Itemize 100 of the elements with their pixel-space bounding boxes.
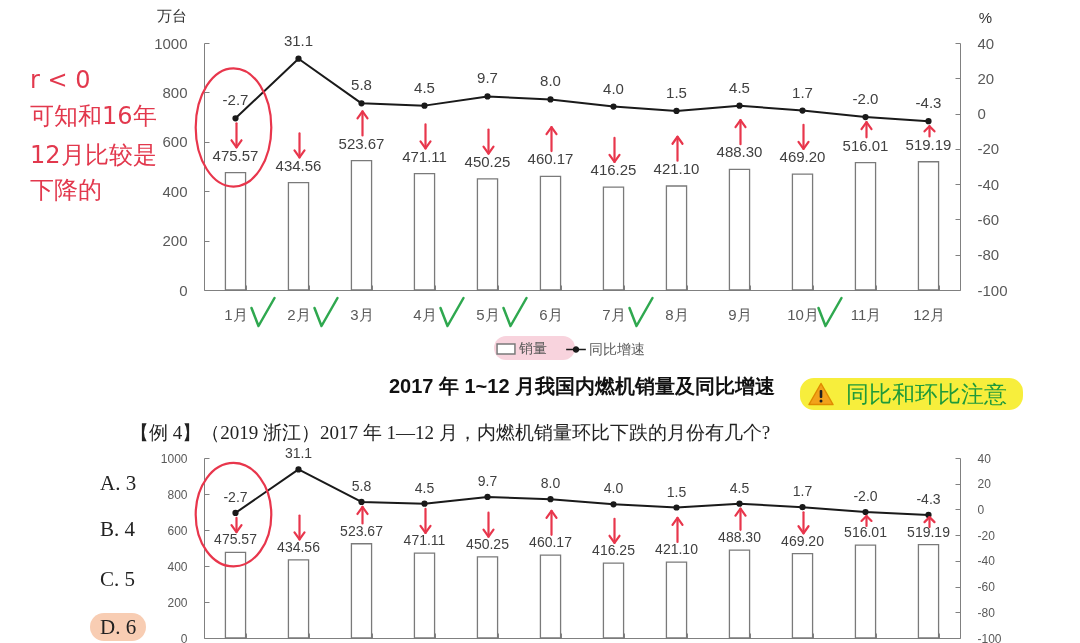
point	[358, 100, 365, 107]
y2-tick-label: -80	[977, 605, 996, 620]
data-label: 5.8	[351, 477, 372, 494]
data-label: 1.5	[666, 83, 687, 101]
point	[862, 508, 869, 516]
point	[232, 115, 239, 122]
data-label: 4.5	[414, 78, 435, 96]
data-label: -4.3	[916, 490, 941, 507]
y2-tick-label: -80	[977, 246, 1000, 264]
y2-tick-label: 0	[977, 502, 985, 517]
point	[925, 118, 932, 125]
text: 【例 4】（2019 浙江）2017 年 1—12 月，内燃机销量环比下跌的月份有几个?	[130, 421, 771, 445]
data-label: 1.7	[792, 483, 813, 500]
y-tick-label: 400	[167, 559, 188, 574]
data-label: 523.67	[338, 134, 385, 152]
data-label: 475.57	[214, 531, 258, 548]
y-tick-label: 200	[162, 232, 188, 250]
data-label: 523.67	[340, 522, 384, 539]
data-label: -2.0	[852, 90, 879, 108]
x-tick-label: 3月	[350, 305, 374, 323]
data-label: 475.57	[212, 146, 259, 164]
data-label: -2.0	[853, 488, 878, 504]
y-tick-label: 600	[167, 523, 188, 538]
data-label: 450.25	[464, 152, 511, 170]
y-tick-label: 600	[162, 133, 188, 151]
data-label: 1.5	[666, 483, 687, 500]
data-label: 488.30	[718, 529, 762, 546]
legend-label: 同比增速	[589, 340, 645, 357]
x-tick-label: 2月	[287, 305, 311, 323]
point	[673, 107, 680, 115]
data-label: 4.5	[729, 479, 750, 496]
data-label: 471.11	[402, 147, 447, 165]
text: C. 5	[100, 566, 136, 593]
data-label: 4.0	[603, 79, 624, 97]
x-tick-label: 10月	[787, 305, 819, 323]
y-tick-label: 200	[167, 595, 188, 610]
data-label: 1.7	[792, 83, 813, 101]
x-tick-label: 6月	[539, 305, 563, 323]
y-tick-label: 800	[167, 487, 188, 502]
text: 2017 年 1~12 月我国内燃机销量及同比增速	[388, 375, 776, 397]
point	[736, 102, 743, 109]
data-label: 5.8	[351, 76, 372, 94]
data-label: 416.25	[590, 161, 637, 179]
text: 12月比较是	[30, 141, 157, 169]
point	[421, 500, 428, 507]
data-label: 416.25	[592, 542, 636, 559]
y-tick-label: 1000	[154, 34, 188, 52]
point	[232, 509, 239, 517]
y-tick-label: 400	[162, 182, 188, 200]
data-label: -2.7	[223, 488, 248, 505]
data-label: 4.5	[729, 78, 750, 96]
legend-label: 销量	[518, 340, 547, 357]
data-label: 31.1	[284, 445, 313, 462]
point	[295, 55, 302, 62]
y2-tick-label: 40	[977, 451, 992, 466]
data-label: 471.11	[403, 532, 446, 549]
y2-tick-label: -40	[977, 175, 1000, 193]
point	[484, 493, 491, 501]
data-label: 9.7	[477, 69, 498, 87]
y-tick-label: 0	[180, 631, 188, 643]
data-label: 460.17	[527, 150, 574, 168]
data-label: 8.0	[540, 72, 561, 90]
data-label: 31.1	[283, 31, 314, 49]
text: 同比和环比注意	[846, 379, 1007, 409]
point	[736, 500, 743, 507]
y2-tick-label: -20	[977, 528, 996, 543]
y-tick-label: 0	[179, 281, 188, 299]
text: B. 4	[100, 516, 136, 543]
text: r < 0	[30, 66, 91, 94]
data-label: -4.3	[915, 94, 942, 112]
y2-tick-label: -40	[977, 554, 996, 569]
data-label: 469.20	[781, 532, 825, 549]
point	[547, 496, 554, 503]
data-label: 4.5	[414, 479, 435, 496]
x-tick-label: 4月	[413, 305, 437, 323]
point	[484, 93, 491, 100]
data-label: 460.17	[529, 534, 573, 551]
data-label: 434.56	[277, 538, 321, 555]
data-label: 516.01	[842, 136, 889, 154]
y2-tick-label: -60	[977, 210, 1000, 228]
point	[673, 504, 680, 511]
data-label: -2.7	[222, 91, 249, 109]
y2-tick-label: -20	[977, 140, 1000, 158]
text: 可知和16年	[30, 102, 157, 130]
x-tick-label: 9月	[728, 305, 752, 323]
data-label: 450.25	[466, 535, 510, 552]
y2-tick-label: -100	[977, 281, 1008, 299]
text: 下降的	[30, 176, 102, 204]
data-label: 4.0	[603, 480, 624, 497]
y2-tick-label: 40	[977, 34, 995, 52]
point	[799, 504, 806, 511]
y2-tick-label: -60	[977, 580, 996, 595]
x-tick-label: 1月	[224, 305, 248, 323]
point	[925, 511, 932, 519]
point	[295, 466, 302, 473]
point	[799, 107, 806, 114]
data-label: 9.7	[477, 472, 498, 489]
data-label: 519.19	[905, 135, 952, 153]
point	[862, 113, 869, 121]
y-tick-label: 1000	[160, 451, 188, 466]
